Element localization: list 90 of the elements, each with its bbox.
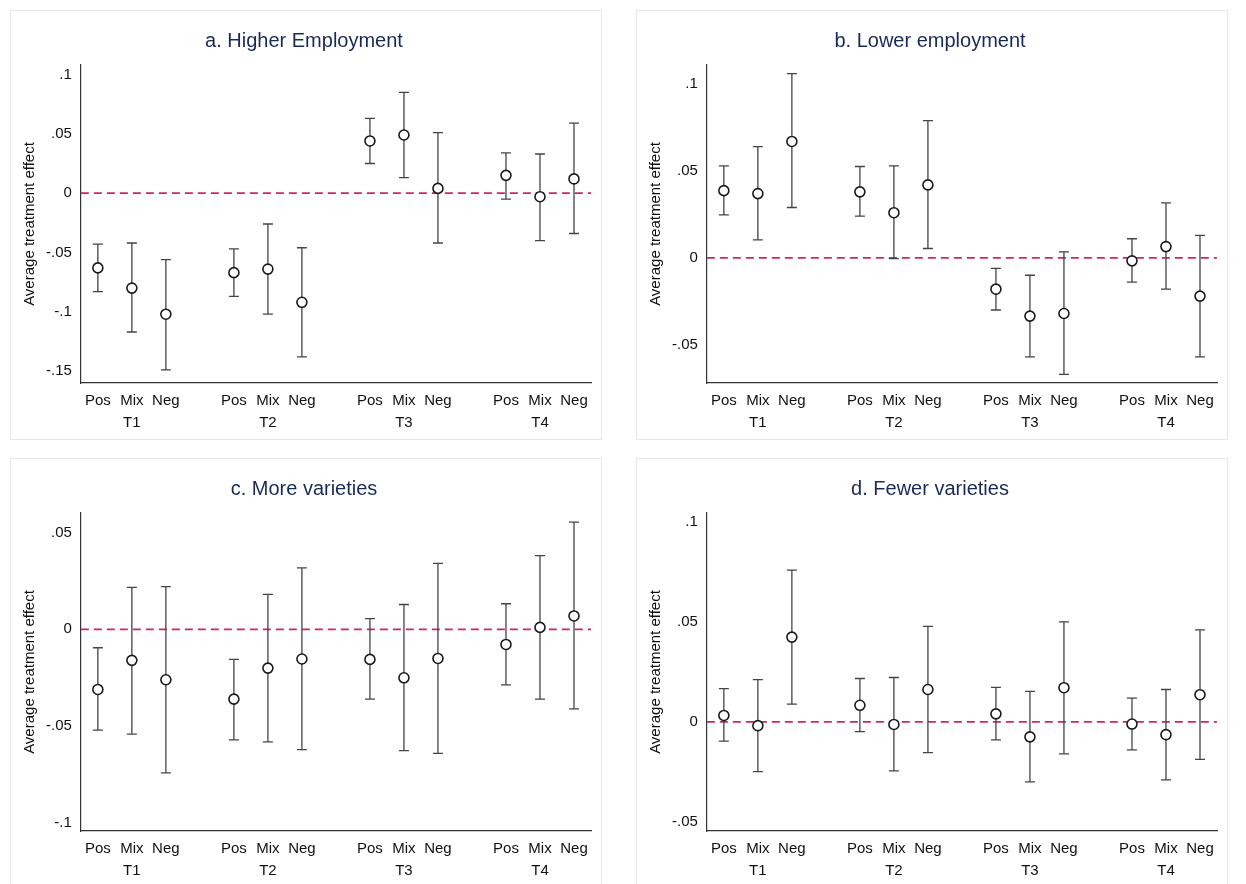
y-tick-label: -.15: [45, 361, 72, 379]
x-tick-label: Pos: [220, 839, 247, 857]
text: T3: [1021, 860, 1039, 878]
x-tick-label: Mix: [392, 839, 417, 857]
x-tick-label: Neg: [778, 839, 806, 857]
x-tick-label: Pos: [983, 839, 1009, 857]
x-tick-label: Pos: [493, 391, 519, 409]
x-tick-label: Mix: [392, 391, 417, 409]
text: T1: [749, 412, 767, 430]
y-tick-label: .1: [59, 64, 72, 82]
chart-title: b. Lower employment: [834, 28, 1027, 51]
x-tick-label: Neg: [1050, 391, 1078, 409]
x-tick-label: Neg: [1186, 839, 1214, 857]
x-tick-label: Mix: [1018, 391, 1043, 409]
x-tick-label: Pos: [357, 391, 383, 409]
text: T2: [259, 412, 277, 430]
y-tick-label: -.05: [45, 716, 72, 734]
x-tick-label: Neg: [914, 839, 942, 857]
x-tick-label: Mix: [256, 839, 281, 857]
chart-title: c. More varieties: [230, 476, 378, 499]
x-tick-label: Mix: [746, 839, 771, 857]
text: T4: [1157, 860, 1175, 878]
x-tick-label: Pos: [1119, 839, 1145, 857]
y-axis-title: Average treatment effect: [20, 589, 38, 754]
x-tick-label: Pos: [84, 391, 111, 409]
x-tick-label: Pos: [983, 391, 1009, 409]
y-tick-label: -.1: [54, 813, 72, 831]
x-tick-label: Pos: [710, 391, 737, 409]
x-tick-label: Pos: [493, 839, 519, 857]
y-tick-label: .05: [50, 522, 72, 540]
y-axis-title: Average treatment effect: [646, 141, 664, 306]
x-tick-label: Mix: [120, 839, 145, 857]
x-tick-label: Neg: [560, 839, 588, 857]
x-tick-label: Pos: [846, 839, 873, 857]
y-tick-label: 0: [689, 248, 698, 266]
y-tick-label: -.05: [671, 334, 698, 352]
x-tick-label: Neg: [560, 391, 588, 409]
y-tick-label: -.1: [54, 301, 72, 319]
text: T1: [123, 860, 141, 878]
chart-title: a. Higher Employment: [205, 28, 404, 51]
x-tick-label: Neg: [914, 391, 942, 409]
y-tick-label: .05: [50, 123, 72, 141]
text: T4: [531, 860, 549, 878]
text: T1: [123, 412, 141, 430]
text: T3: [395, 412, 413, 430]
x-tick-label: Neg: [288, 839, 316, 857]
x-tick-label: Mix: [1154, 391, 1179, 409]
text: T2: [885, 860, 903, 878]
x-tick-label: Mix: [528, 391, 553, 409]
y-tick-label: 0: [63, 619, 72, 637]
x-tick-label: Neg: [424, 839, 452, 857]
x-tick-label: Neg: [424, 391, 452, 409]
text: T2: [885, 412, 903, 430]
x-tick-label: Neg: [778, 391, 806, 409]
x-tick-label: Mix: [882, 839, 907, 857]
x-tick-label: Pos: [84, 839, 111, 857]
x-tick-label: Pos: [1119, 391, 1145, 409]
x-tick-label: Pos: [846, 391, 873, 409]
text: T1: [749, 860, 767, 878]
text: T4: [531, 412, 549, 430]
y-tick-label: 0: [689, 712, 698, 730]
chart-title: d. Fewer varieties: [851, 476, 1009, 499]
y-tick-label: .05: [676, 161, 698, 179]
x-tick-label: Mix: [528, 839, 553, 857]
x-tick-label: Neg: [288, 391, 316, 409]
y-axis-title: Average treatment effect: [20, 141, 38, 306]
x-tick-label: Mix: [120, 391, 145, 409]
x-tick-label: Pos: [357, 839, 383, 857]
text: T3: [1021, 412, 1039, 430]
y-tick-label: .1: [685, 512, 698, 530]
x-tick-label: Neg: [1186, 391, 1214, 409]
x-tick-label: Mix: [882, 391, 907, 409]
text: T2: [259, 860, 277, 878]
y-tick-label: .05: [676, 612, 698, 630]
text: T4: [1157, 412, 1175, 430]
text: T3: [395, 860, 413, 878]
y-tick-label: -.05: [45, 242, 72, 260]
y-tick-label: .1: [685, 74, 698, 92]
x-tick-label: Neg: [152, 391, 180, 409]
x-tick-label: Mix: [256, 391, 281, 409]
x-tick-label: Pos: [710, 839, 737, 857]
x-tick-label: Pos: [220, 391, 247, 409]
y-tick-label: -.05: [671, 811, 698, 829]
x-tick-label: Mix: [746, 391, 771, 409]
y-axis-title: Average treatment effect: [646, 589, 664, 754]
x-tick-label: Neg: [1050, 839, 1078, 857]
x-tick-label: Neg: [152, 839, 180, 857]
x-tick-label: Mix: [1018, 839, 1043, 857]
x-tick-label: Mix: [1154, 839, 1179, 857]
y-tick-label: 0: [63, 183, 72, 201]
